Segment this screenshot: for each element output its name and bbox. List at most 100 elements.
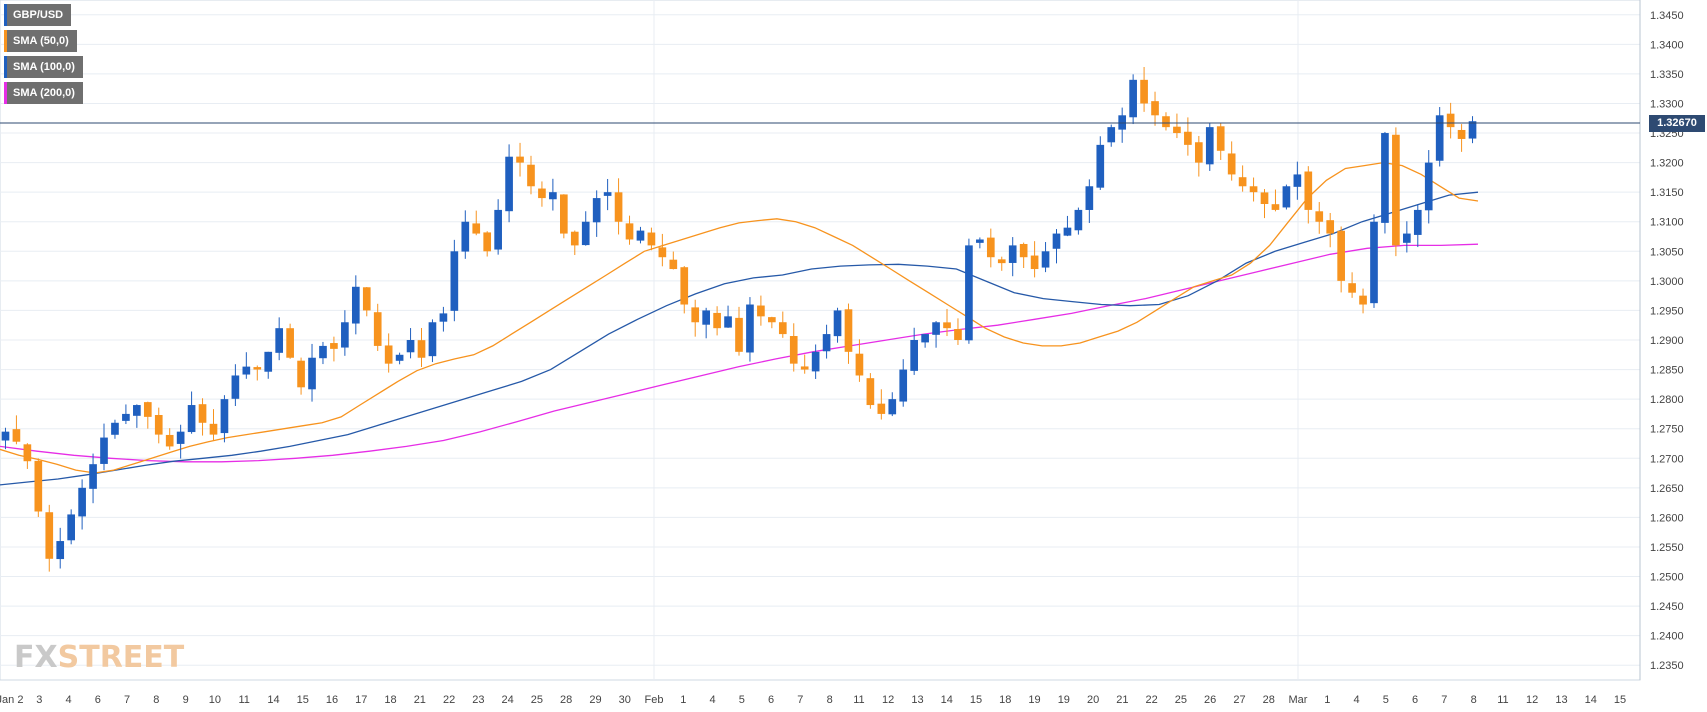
candle-body (1293, 174, 1302, 187)
x-tick-label: 5 (739, 694, 745, 706)
candle-body (888, 399, 897, 415)
candle-body (691, 307, 700, 323)
candle-body (34, 460, 43, 512)
candle-body (1381, 133, 1389, 223)
candle-body (527, 164, 535, 187)
x-tick-label: 19 (1028, 694, 1040, 706)
x-tick-label: 22 (443, 694, 455, 706)
candle-body (1337, 230, 1345, 281)
y-tick-label: 1.2750 (1650, 424, 1684, 436)
y-tick-label: 1.2600 (1650, 512, 1684, 524)
x-tick-label: 10 (209, 694, 221, 706)
x-tick-label: 3 (36, 694, 42, 706)
candle-body (187, 405, 196, 433)
candle-body (417, 340, 426, 358)
candle-body (100, 437, 108, 464)
x-axis: Jan 234678910111415161718212223242528293… (0, 694, 1626, 706)
candle-body (592, 198, 601, 223)
candle-body (395, 354, 404, 361)
x-tick-label: 14 (1585, 694, 1597, 706)
candle-body (1413, 209, 1422, 235)
candle-body (231, 375, 240, 399)
x-tick-label: Jan 2 (0, 694, 23, 706)
x-tick-label: 4 (709, 694, 715, 706)
sma-100-line (0, 191, 1479, 486)
candle-body (275, 328, 284, 353)
legend-item-sma100[interactable]: SMA (100,0) (4, 56, 83, 78)
x-tick-label: 29 (589, 694, 601, 706)
x-tick-label: 7 (1441, 694, 1447, 706)
y-tick-label: 1.2400 (1650, 631, 1684, 643)
candle-body (833, 310, 842, 337)
x-tick-label: 17 (355, 694, 367, 706)
candle-body (1435, 115, 1444, 161)
legend: GBP/USD SMA (50,0) SMA (100,0) SMA (200,… (4, 4, 83, 108)
candle-body (1085, 186, 1094, 210)
x-tick-label: 13 (1555, 694, 1567, 706)
candle-body (111, 422, 119, 435)
candle-body (636, 230, 645, 241)
candle-body (1457, 129, 1466, 139)
candle-body (713, 312, 721, 329)
candle-body (461, 221, 470, 252)
candle-body (1392, 134, 1400, 246)
candle-body (297, 360, 305, 388)
candle-body (614, 192, 623, 222)
x-tick-label: 18 (999, 694, 1011, 706)
x-tick-label: 13 (911, 694, 923, 706)
x-tick-label: 22 (1146, 694, 1158, 706)
legend-item-gbpusd[interactable]: GBP/USD (4, 4, 72, 26)
y-tick-label: 1.3300 (1650, 98, 1684, 110)
candle-body (154, 415, 163, 435)
candle-body (1030, 255, 1039, 270)
candle-body (505, 156, 513, 212)
candle-body (1370, 221, 1378, 304)
candle-body (768, 317, 776, 323)
x-tick-label: 8 (1471, 694, 1477, 706)
y-tick-label: 1.2950 (1650, 305, 1684, 317)
candle-body (570, 231, 579, 246)
x-tick-label: 7 (797, 694, 803, 706)
y-tick-label: 1.3000 (1650, 276, 1684, 288)
y-tick-label: 1.3050 (1650, 246, 1684, 258)
candle-body (1227, 153, 1236, 175)
x-tick-label: 21 (1116, 694, 1128, 706)
candle-body (89, 464, 97, 489)
legend-label: SMA (200,0) (13, 87, 75, 99)
x-tick-label: 1 (680, 694, 686, 706)
x-tick-label: 15 (1614, 694, 1626, 706)
candle-body (910, 340, 919, 371)
candle-body (647, 232, 656, 246)
candle-body (122, 413, 130, 421)
x-tick-label: 4 (65, 694, 71, 706)
candle-body (362, 287, 371, 311)
candle-body (844, 309, 853, 352)
x-tick-label: 18 (384, 694, 396, 706)
x-tick-label: 20 (1087, 694, 1099, 706)
candle-body (735, 317, 743, 352)
candle-body (1468, 121, 1477, 139)
candle-body (549, 192, 557, 200)
legend-label: SMA (50,0) (13, 35, 69, 47)
legend-item-sma50[interactable]: SMA (50,0) (4, 30, 77, 52)
candle-body (800, 366, 809, 370)
candle-body (439, 313, 448, 322)
x-tick-label: 15 (970, 694, 982, 706)
candle-body (286, 328, 294, 358)
x-tick-label: 8 (827, 694, 833, 706)
candle-body (997, 259, 1006, 264)
candle-body (1140, 79, 1148, 104)
candle-body (143, 402, 152, 417)
x-tick-label: 14 (941, 694, 953, 706)
candle-body (1348, 283, 1356, 293)
candle-body (373, 312, 382, 346)
y-tick-label: 1.3450 (1650, 10, 1684, 22)
grid-lines (0, 0, 1640, 680)
candle-body (264, 351, 273, 372)
legend-item-sma200[interactable]: SMA (200,0) (4, 82, 83, 104)
candle-body (1019, 243, 1028, 258)
x-tick-label: 16 (326, 694, 338, 706)
candles (1, 67, 1477, 572)
x-tick-label: 8 (153, 694, 159, 706)
candle-body (78, 487, 86, 517)
